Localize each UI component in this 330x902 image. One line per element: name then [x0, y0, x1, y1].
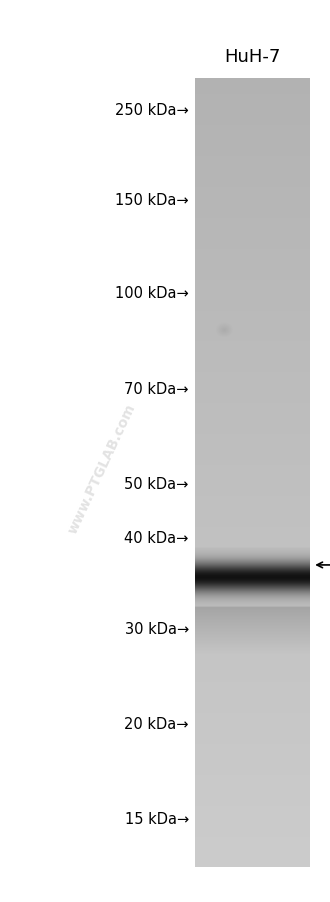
Text: HuH-7: HuH-7	[224, 48, 280, 66]
Text: 50 kDa→: 50 kDa→	[124, 476, 189, 492]
Text: 150 kDa→: 150 kDa→	[115, 192, 189, 207]
Text: 100 kDa→: 100 kDa→	[115, 286, 189, 301]
Text: 250 kDa→: 250 kDa→	[115, 103, 189, 118]
Text: 30 kDa→: 30 kDa→	[124, 621, 189, 636]
Text: 70 kDa→: 70 kDa→	[124, 382, 189, 396]
Text: 20 kDa→: 20 kDa→	[124, 716, 189, 732]
Text: 15 kDa→: 15 kDa→	[124, 812, 189, 826]
Text: www.PTGLAB.com: www.PTGLAB.com	[65, 401, 138, 536]
Text: 40 kDa→: 40 kDa→	[124, 530, 189, 545]
